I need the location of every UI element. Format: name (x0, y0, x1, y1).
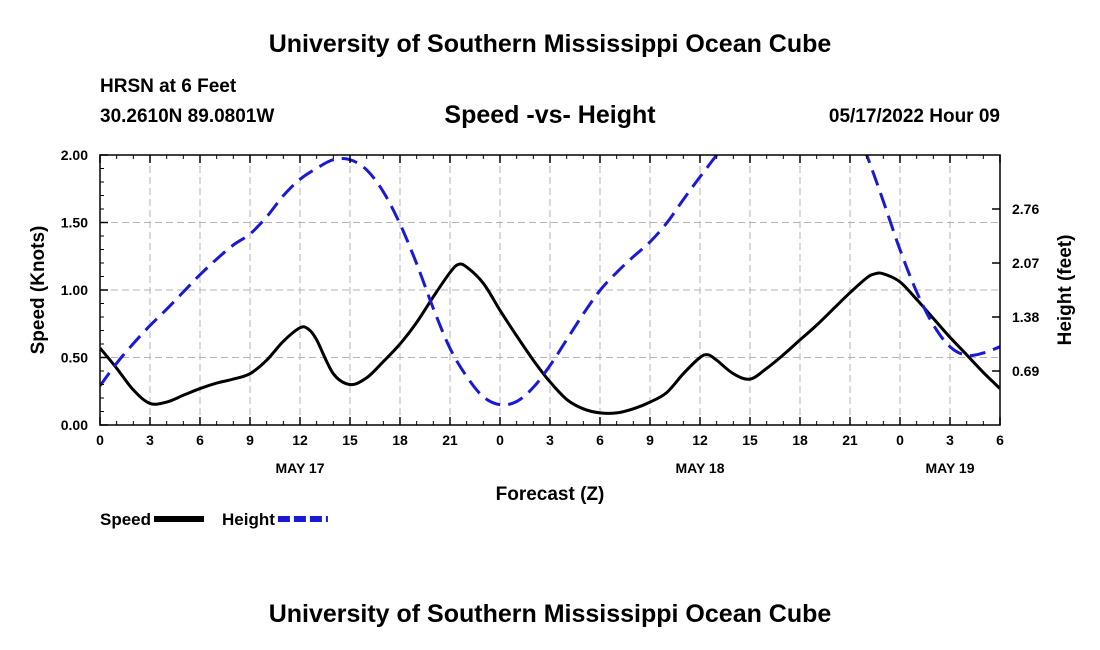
y2-tick-label: 1.38 (1012, 309, 1039, 325)
x-tick-label: 9 (246, 432, 254, 448)
x-tick-label: 3 (146, 432, 154, 448)
x-tick-label: 0 (896, 432, 904, 448)
axes-layer: 0 3 6 9 12 15 18 21 0 3 6 9 12 15 18 21 0 3 6 MAY 17 MAY 18 M… (61, 147, 1040, 476)
footer-title: University of Southern Mississippi Ocean… (268, 600, 832, 628)
y2-tick-label: 2.07 (1012, 255, 1039, 271)
x-tick-label: 18 (792, 432, 808, 448)
y2-tick-label: 2.76 (1012, 201, 1039, 217)
x-tick-label: 3 (946, 432, 954, 448)
datetime-label: 05/17/2022 Hour 09 (828, 106, 1000, 127)
date-label: MAY 19 (925, 460, 974, 476)
x-tick-label: 21 (442, 432, 458, 448)
y-tick-label: 0.00 (61, 417, 88, 433)
y2-axis-label: Height (feet) (1055, 235, 1076, 346)
grid-layer (100, 155, 1000, 425)
legend-label-speed: Speed (100, 510, 151, 529)
x-tick-label: 0 (496, 432, 504, 448)
x-axis-label: Forecast (Z) (496, 484, 605, 505)
series-layer (100, 155, 1000, 415)
date-label: MAY 18 (675, 460, 724, 476)
y-tick-label: 1.50 (61, 215, 88, 231)
x-tick-label: 6 (596, 432, 604, 448)
legend-label-height: Height (222, 510, 275, 529)
chart-title: Speed -vs- Height (444, 101, 656, 129)
x-tick-label: 6 (196, 432, 204, 448)
y-axis-label: Speed (Knots) (28, 226, 49, 355)
y2-tick-label: 0.69 (1012, 363, 1039, 379)
x-tick-label: 12 (692, 432, 708, 448)
x-tick-label: 15 (342, 432, 358, 448)
x-tick-label: 6 (996, 432, 1004, 448)
y-tick-label: 0.50 (61, 350, 88, 366)
date-label: MAY 17 (275, 460, 324, 476)
x-tick-label: 12 (292, 432, 308, 448)
legend: Speed Height (100, 510, 328, 529)
main-title: University of Southern Mississippi Ocean… (268, 30, 832, 58)
series-line-height (100, 155, 1000, 407)
coordinates-label: 30.2610N 89.0801W (100, 106, 275, 127)
x-tick-label: 9 (646, 432, 654, 448)
y-tick-label: 1.00 (61, 282, 88, 298)
x-tick-label: 15 (742, 432, 758, 448)
station-label: HRSN at 6 Feet (100, 76, 237, 97)
x-tick-label: 3 (546, 432, 554, 448)
y-tick-label: 2.00 (61, 147, 88, 163)
x-tick-label: 0 (96, 432, 104, 448)
x-tick-label: 18 (392, 432, 408, 448)
x-tick-label: 21 (842, 432, 858, 448)
series-line-speed (100, 262, 1000, 415)
